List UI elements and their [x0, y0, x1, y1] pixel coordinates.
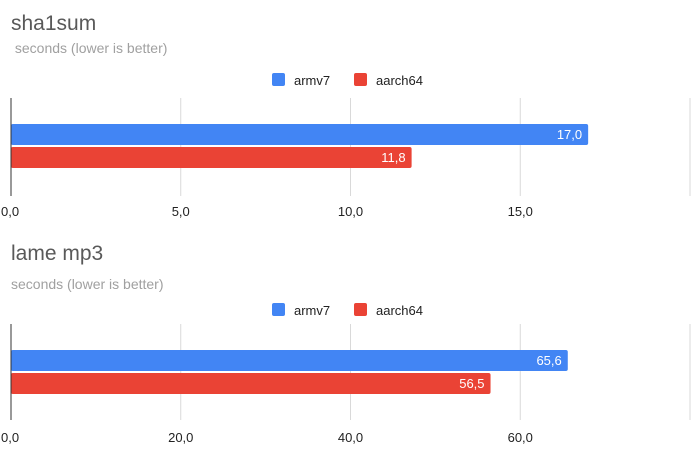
bar-aarch64 [11, 147, 412, 168]
x-tick-label: 15,0 [508, 204, 533, 219]
bar-chart-plot: armv7 aarch64 17,0 11,8 0,0 5,0 10,0 15,0 [1, 73, 691, 219]
x-tick-label: 0,0 [1, 204, 19, 219]
legend-swatch-armv7 [272, 73, 285, 86]
x-tick-label: 0,0 [1, 430, 19, 445]
chart-title: lame mp3 [11, 242, 104, 265]
data-label-aarch64: 11,8 [381, 150, 405, 165]
x-tick-label: 5,0 [172, 204, 190, 219]
chart-title: sha1sum [11, 12, 97, 35]
legend-label-armv7: armv7 [294, 73, 330, 88]
legend-label-aarch64: aarch64 [376, 73, 423, 88]
bar-aarch64 [11, 373, 491, 394]
bar-armv7 [11, 124, 589, 145]
chart-subtitle: seconds (lower is better) [11, 40, 168, 56]
sha1sum-chart: sha1sum seconds (lower is better) armv7 a… [1, 12, 691, 219]
x-tick-label: 40,0 [338, 430, 363, 445]
data-label-armv7: 65,6 [536, 353, 561, 368]
legend-label-aarch64: aarch64 [376, 303, 423, 318]
chart-subtitle: seconds (lower is better) [11, 276, 164, 292]
bar-chart-plot: armv7 aarch64 65,6 56,5 0,0 20,0 40,0 60,0 [1, 303, 691, 445]
legend-swatch-armv7 [272, 303, 285, 316]
x-tick-label: 20,0 [168, 430, 193, 445]
data-label-aarch64: 56,5 [459, 376, 484, 391]
legend-swatch-aarch64 [354, 73, 367, 86]
data-label-armv7: 17,0 [557, 127, 582, 142]
lame-mp3-chart: lame mp3 seconds (lower is better) armv7… [0, 230, 700, 460]
bar-armv7 [11, 350, 568, 371]
x-tick-label: 60,0 [508, 430, 533, 445]
legend-label-armv7: armv7 [294, 303, 330, 318]
x-tick-label: 10,0 [338, 204, 363, 219]
legend-swatch-aarch64 [354, 303, 367, 316]
